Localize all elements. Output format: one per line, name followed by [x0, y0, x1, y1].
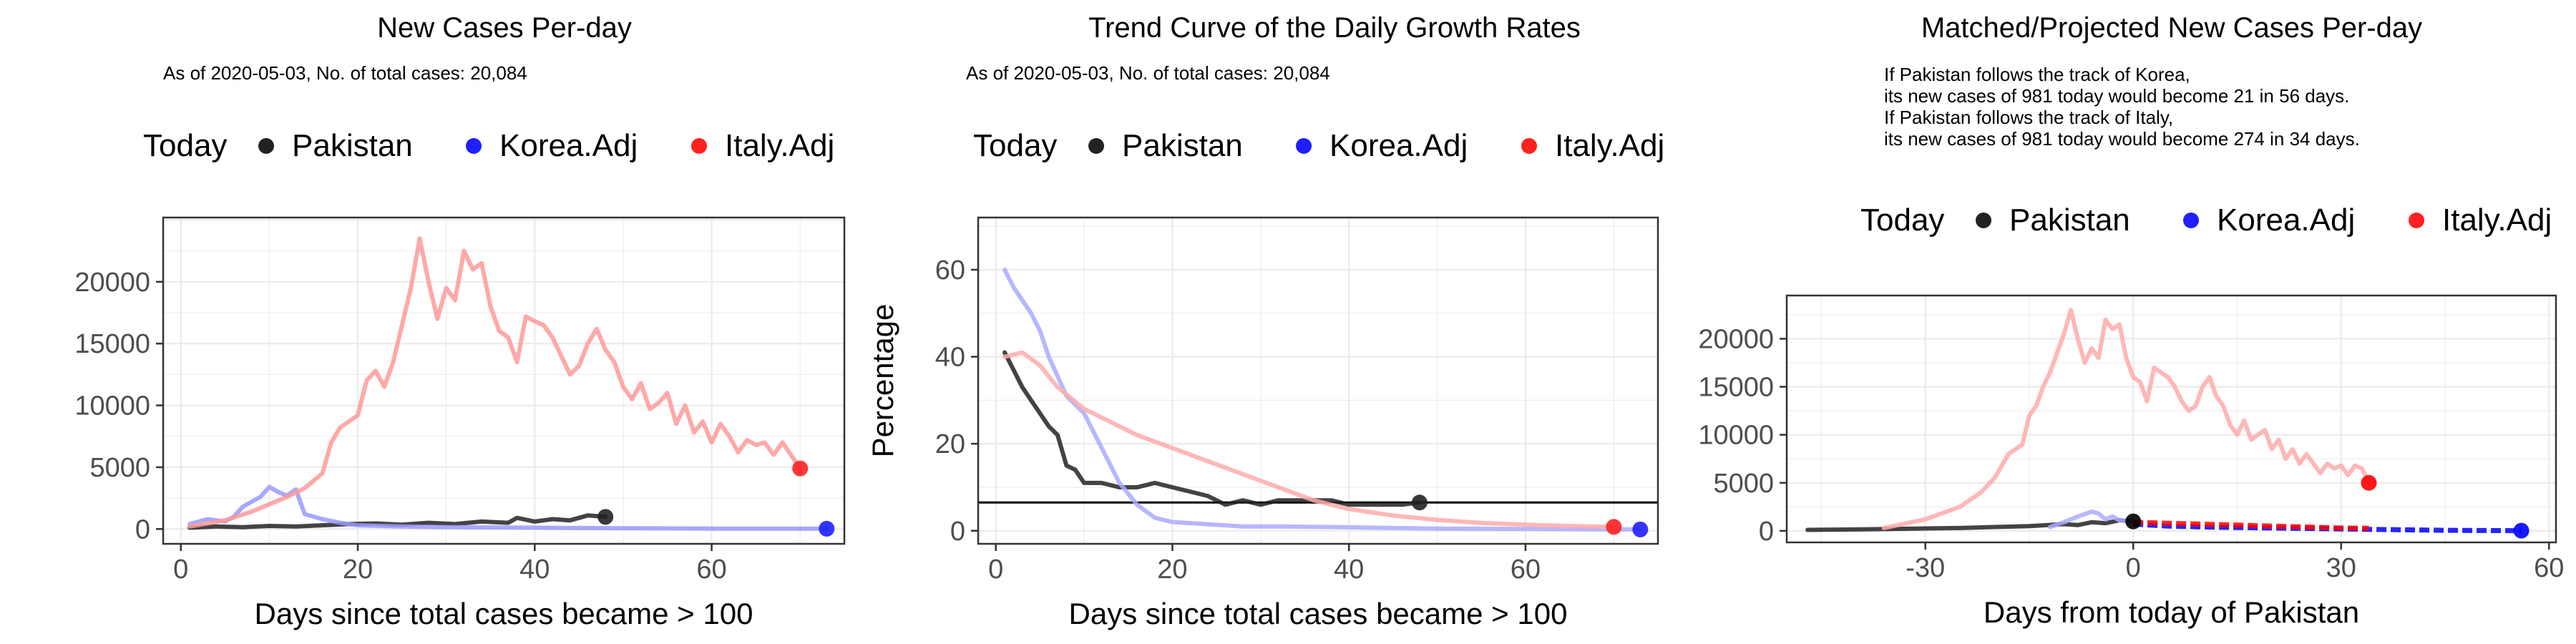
plot-panel — [1787, 296, 2556, 542]
today-point-korea-adj — [819, 520, 835, 537]
series-line-italy-adj — [1881, 308, 2371, 530]
y-tick-label: 40 — [935, 343, 965, 373]
x-axis-label: Days since total cases became > 100 — [1069, 597, 1568, 630]
series-group — [187, 236, 829, 531]
series-line-pakistan — [1805, 518, 2136, 532]
annotation-line: If Pakistan follows the track of Italy, — [1884, 107, 2173, 128]
x-axis-label: Days from today of Pakistan — [1984, 595, 2359, 629]
x-tick-label: 0 — [2126, 553, 2141, 583]
y-tick-label: 60 — [935, 255, 965, 286]
series-line-pakistan — [1002, 350, 1422, 507]
series-line-pakistan — [187, 513, 608, 530]
today-point-korea-adj — [1632, 521, 1649, 537]
legend-title: Today — [1860, 203, 1944, 238]
today-point-italy-adj — [2361, 474, 2377, 491]
y-tick-label: 5000 — [89, 453, 150, 483]
y-tick-label: 15000 — [74, 329, 150, 359]
y-tick-label: 20000 — [1698, 324, 1774, 354]
legend-marker — [258, 138, 274, 154]
legend-marker — [1088, 138, 1104, 154]
today-point-korea-adj — [2513, 522, 2529, 539]
plot-panel — [163, 218, 844, 544]
series-line-korea-adj — [2048, 509, 2136, 530]
y-tick-label: 0 — [950, 517, 965, 547]
legend-marker — [466, 138, 482, 154]
today-point-pakistan — [2125, 513, 2142, 530]
chart-subtitle: As of 2020-05-03, No. of total cases: 20… — [966, 62, 1330, 84]
chart-subtitle: As of 2020-05-03, No. of total cases: 20… — [163, 62, 527, 84]
series-group — [1805, 308, 2522, 534]
legend-title: Today — [973, 128, 1057, 163]
y-axis-label: Percentage — [866, 304, 899, 458]
chart-title: Trend Curve of the Daily Growth Rates — [1088, 12, 1581, 44]
x-tick-label: 20 — [1157, 555, 1187, 585]
series-line-korea-adj — [187, 484, 829, 531]
legend-marker — [1521, 138, 1537, 154]
x-tick-label: 40 — [519, 555, 550, 585]
chart-title: Matched/Projected New Cases Per-day — [1921, 12, 2422, 44]
y-tick-label: 20 — [935, 429, 965, 459]
y-tick-label: 20000 — [74, 268, 150, 298]
x-tick-label: 0 — [173, 555, 188, 585]
plot-panel — [978, 218, 1658, 544]
legend-entry: Pakistan — [292, 128, 413, 163]
legend-entry: Korea.Adj — [499, 128, 638, 163]
legend-marker — [1296, 138, 1312, 154]
legend-marker — [2409, 213, 2424, 228]
today-point-pakistan — [597, 509, 614, 525]
legend-title: Today — [143, 128, 227, 163]
legend-entry: Italy.Adj — [2442, 203, 2552, 238]
legend-marker — [691, 138, 707, 154]
chart-title: New Cases Per-day — [377, 12, 632, 44]
series-line-korea-adj — [1002, 268, 1643, 532]
annotation-line: If Pakistan follows the track of Korea, — [1884, 64, 2190, 85]
legend-entry: Italy.Adj — [1555, 128, 1664, 163]
panel-border — [977, 216, 1659, 545]
annotation-line: its new cases of 981 today would become … — [1884, 128, 2360, 150]
today-point-pakistan — [1411, 494, 1428, 511]
x-tick-label: -30 — [1906, 553, 1945, 583]
y-tick-label: 5000 — [1713, 469, 1774, 499]
y-tick-label: 15000 — [1698, 373, 1774, 403]
y-tick-label: 0 — [135, 514, 150, 545]
legend-entry: Korea.Adj — [2217, 203, 2355, 238]
x-axis-label: Days since total cases became > 100 — [255, 597, 753, 630]
panel-border — [162, 216, 846, 545]
x-tick-label: 0 — [988, 555, 1003, 585]
x-tick-label: 40 — [1334, 555, 1364, 585]
projection-line-italy-adj — [2133, 519, 2369, 531]
x-tick-label: 20 — [343, 555, 373, 585]
legend-marker — [2183, 213, 2199, 228]
legend-entry: Pakistan — [2009, 203, 2130, 238]
legend-entry: Italy.Adj — [725, 128, 834, 163]
y-tick-label: 10000 — [74, 391, 150, 421]
y-tick-label: 10000 — [1698, 421, 1774, 451]
x-tick-label: 30 — [2326, 553, 2356, 583]
today-point-italy-adj — [1606, 519, 1622, 535]
series-line-italy-adj — [1002, 350, 1616, 530]
x-tick-label: 60 — [1511, 555, 1541, 585]
annotation-line: its new cases of 981 today would become … — [1884, 85, 2349, 107]
today-point-italy-adj — [792, 460, 809, 477]
legend-marker — [1976, 213, 1991, 228]
legend-entry: Pakistan — [1122, 128, 1243, 163]
panel-border — [1785, 294, 2557, 544]
series-group — [1002, 268, 1643, 532]
x-tick-label: 60 — [696, 555, 726, 585]
legend-entry: Korea.Adj — [1330, 128, 1468, 163]
y-tick-label: 0 — [1759, 517, 1774, 547]
x-tick-label: 60 — [2534, 553, 2564, 583]
series-line-italy-adj — [187, 236, 803, 529]
